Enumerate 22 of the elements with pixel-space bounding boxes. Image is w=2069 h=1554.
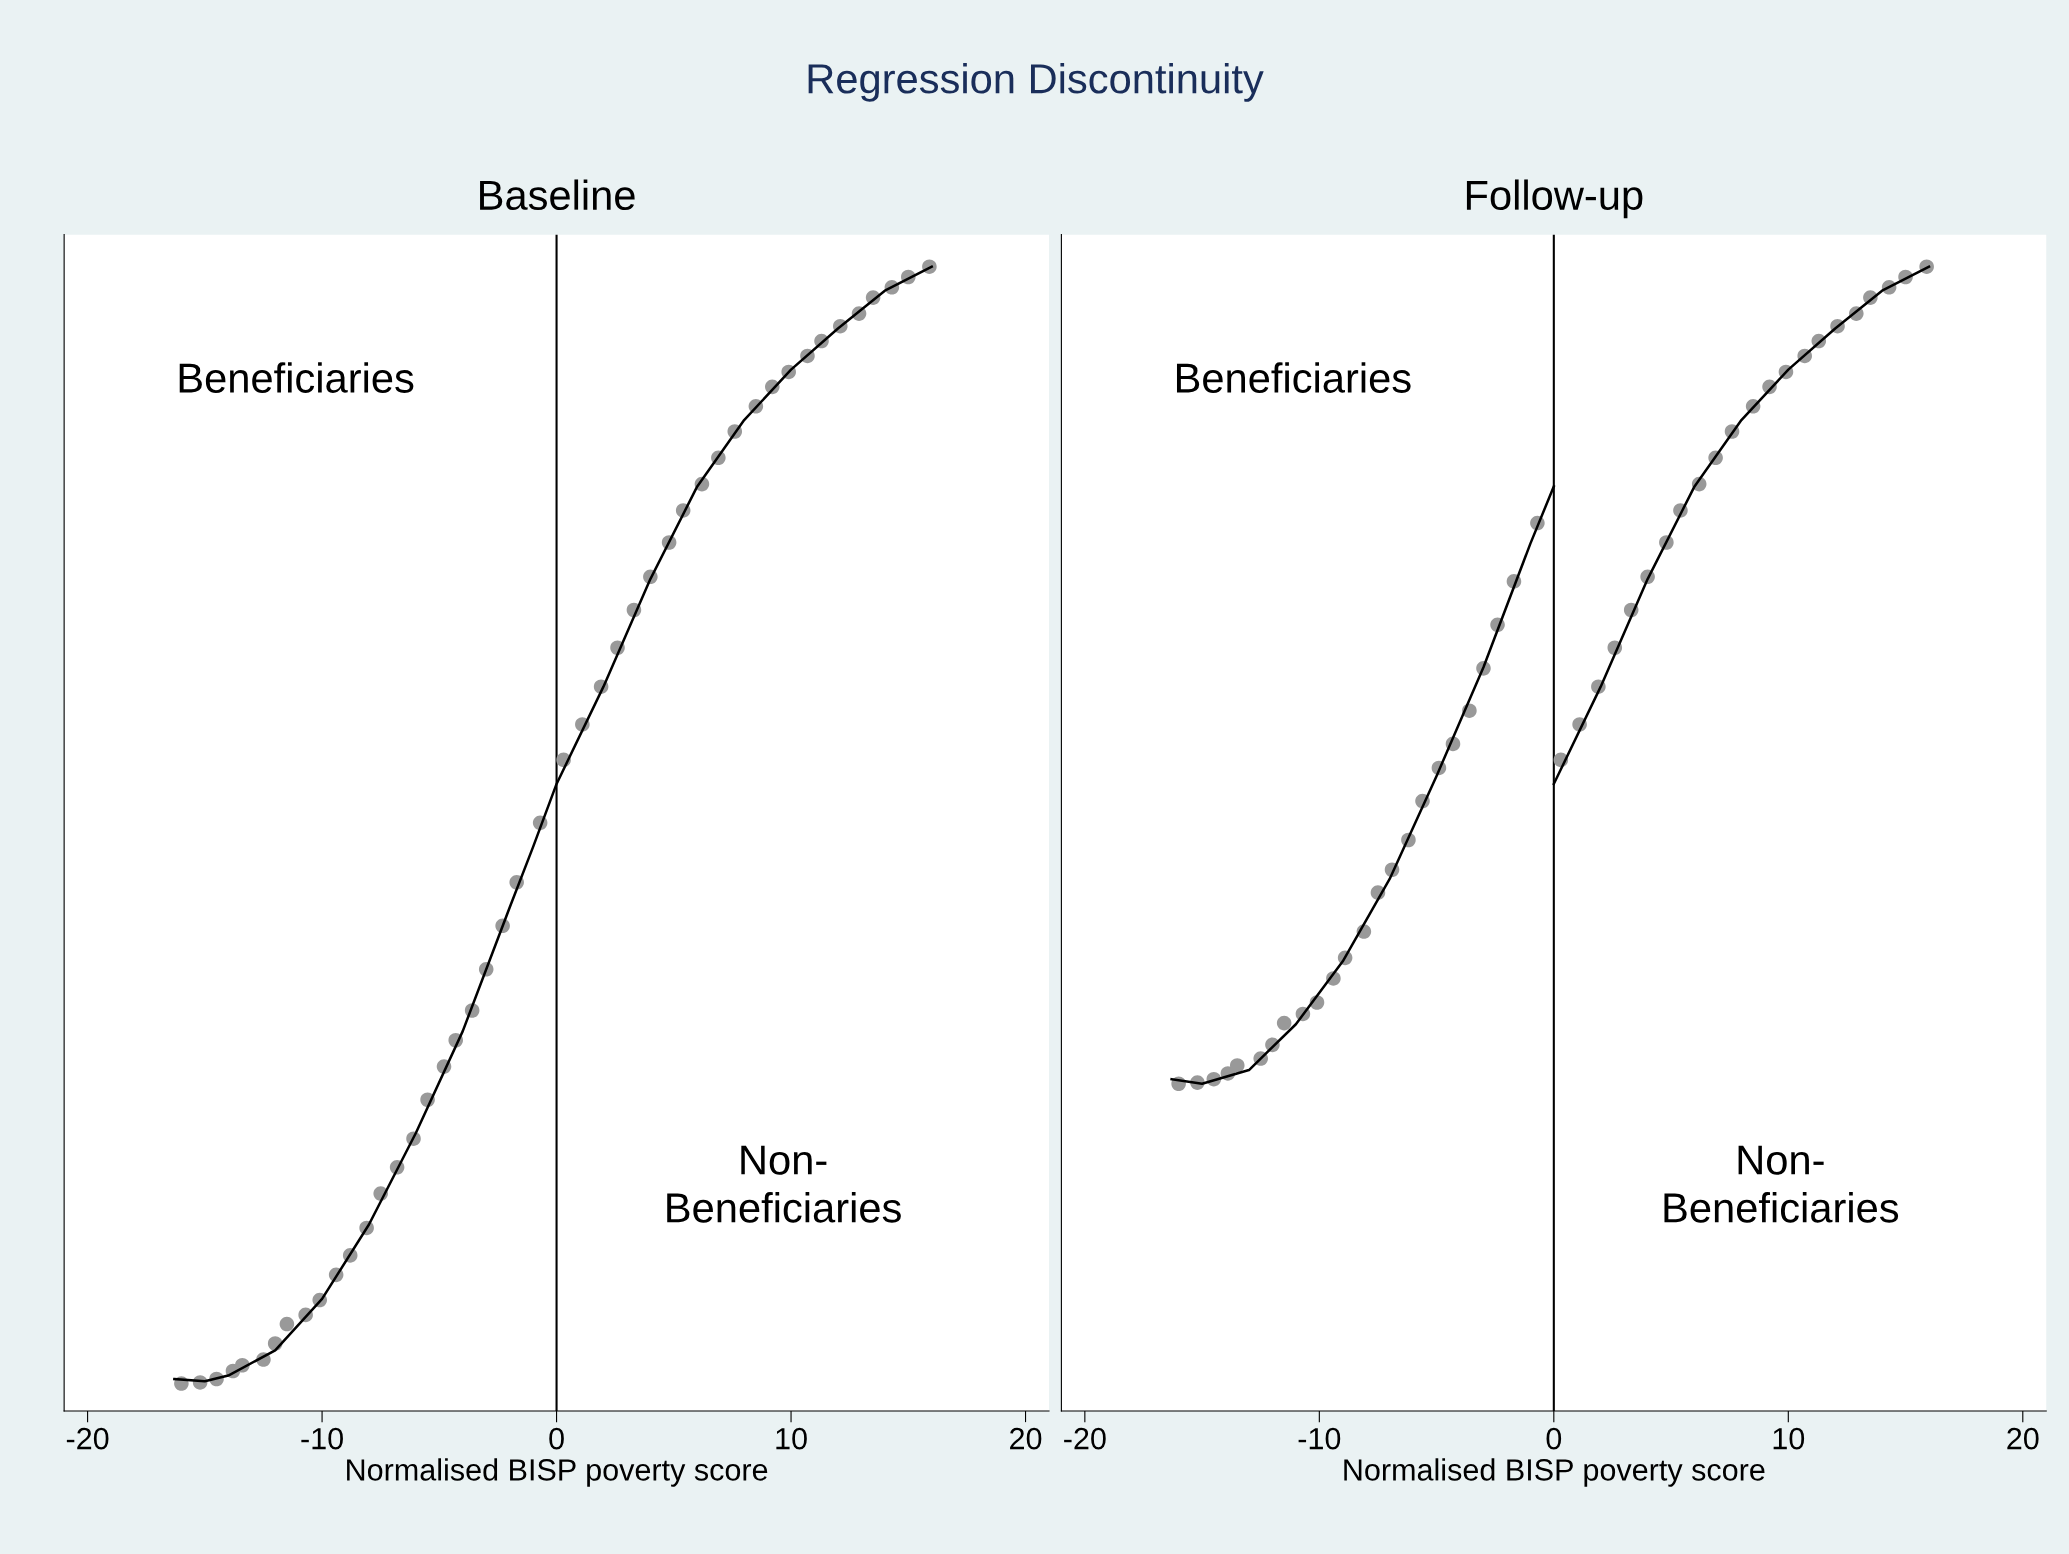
point: [279, 1316, 295, 1332]
x-axis-title: Normalised BISP poverty score: [347, 1458, 768, 1487]
annotation: Beneficiaries: [179, 362, 414, 393]
x-tick-label: -10: [301, 1427, 343, 1450]
annotation: Beneficiaries: [1176, 362, 1411, 393]
x-tick-label: -10: [1298, 1427, 1341, 1450]
chart-subtitle: Follow-up: [1466, 179, 1643, 219]
x-tick-label: -20: [66, 1427, 109, 1450]
x-tick-label: 20: [1010, 1427, 1042, 1450]
x-tick-label: 0: [1546, 1427, 1562, 1450]
chart-title: Regression Discontinuity: [808, 62, 1264, 102]
x-tick-label: 0: [549, 1427, 564, 1450]
point: [1229, 1058, 1245, 1073]
point: [1276, 1015, 1292, 1031]
x-tick-label: 20: [2007, 1427, 2039, 1450]
annotation: Non- Beneficiaries: [667, 1145, 901, 1223]
x-axis-title: Normalised BISP poverty score: [1344, 1458, 1765, 1487]
annotation: Non- Beneficiaries: [1664, 1145, 1899, 1223]
chart-subtitle: Baseline: [480, 179, 635, 211]
x-tick-label: 10: [776, 1427, 807, 1450]
x-tick-label: 10: [1773, 1427, 1805, 1450]
x-tick-label: -20: [1064, 1427, 1106, 1450]
